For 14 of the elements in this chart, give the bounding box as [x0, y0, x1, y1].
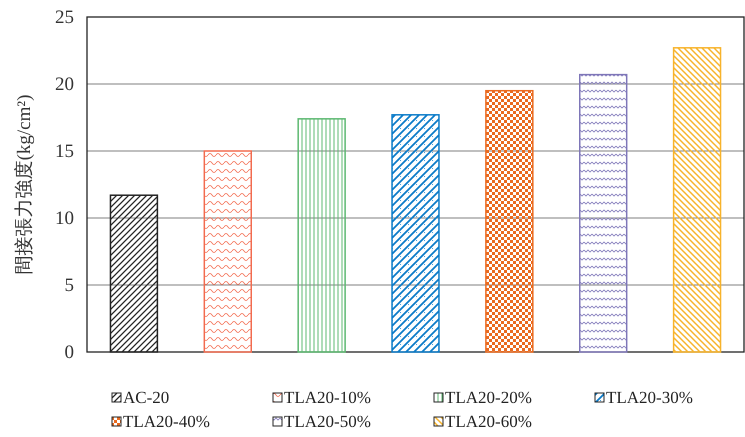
y-tick-label: 10	[55, 208, 74, 229]
y-tick-label: 5	[64, 275, 74, 296]
legend-label: TLA20-20%	[445, 388, 532, 407]
legend-label: TLA20-10%	[284, 388, 371, 407]
legend-label: TLA20-60%	[445, 412, 532, 431]
y-tick-label: 15	[55, 141, 74, 162]
y-tick-label: 0	[64, 342, 74, 363]
legend-label: AC-20	[123, 388, 170, 407]
y-axis-title: 間接張力強度(kg/cm²)	[13, 94, 35, 274]
legend-label: TLA20-50%	[284, 412, 371, 431]
legend-label: TLA20-30%	[606, 388, 693, 407]
legend-label: TLA20-40%	[123, 412, 210, 431]
y-tick-label: 20	[55, 74, 74, 95]
y-tick-label: 25	[55, 7, 74, 28]
